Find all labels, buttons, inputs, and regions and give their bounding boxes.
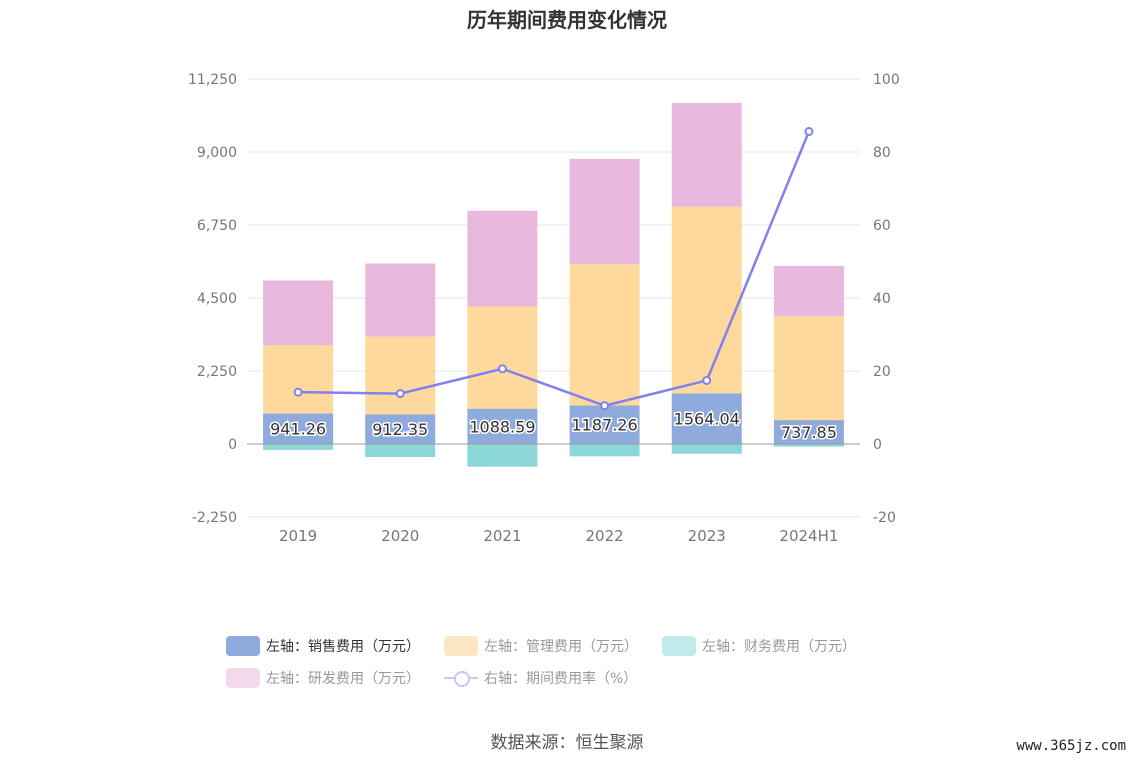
legend-item-ratio[interactable]: 右轴：期间费用率（%）	[444, 668, 637, 688]
bar-segment-sales	[263, 413, 334, 444]
chart-title: 历年期间费用变化情况	[467, 8, 667, 32]
bar-segment-admin	[365, 336, 436, 415]
legend-label-admin: 左轴：管理费用（万元）	[484, 639, 638, 655]
data-label-sales: 1088.59	[469, 417, 535, 436]
data-source: 数据来源：恒生聚源	[490, 733, 644, 753]
bar-segment-finance	[467, 444, 538, 467]
y-right-tick-label: 20	[873, 364, 891, 380]
bar-segment-finance	[569, 444, 640, 457]
bar-segment-admin	[467, 306, 538, 409]
data-label-sales: 1187.26	[571, 416, 637, 435]
bar-segment-rd	[569, 158, 640, 265]
y-right-tick-label: 0	[873, 437, 882, 453]
x-tick-label: 2021	[483, 527, 521, 545]
ratio-point	[395, 389, 405, 399]
y-left-tick-label: -2,250	[192, 510, 237, 526]
y-left-tick-label: 2,250	[197, 364, 237, 380]
data-label-sales: 1564.04	[674, 410, 740, 429]
legend-swatch-rd	[226, 668, 260, 688]
ratio-point	[804, 127, 814, 137]
data-label-sales: 941.26	[270, 420, 326, 439]
ratio-line	[298, 131, 811, 407]
bar-segment-rd	[671, 102, 742, 207]
bar-segment-admin	[263, 345, 334, 414]
x-tick-label: 2019	[279, 527, 317, 545]
y-right-tick-label: 80	[873, 145, 891, 161]
bar-segment-sales	[569, 405, 640, 444]
bar-segment-sales	[671, 393, 742, 444]
legend-item-sales[interactable]: 左轴：销售费用（万元）	[226, 636, 420, 656]
legend-swatch-sales	[226, 636, 260, 656]
y-left-tick-label: 9,000	[197, 145, 237, 161]
bar-segment-rd	[263, 280, 334, 346]
y-right-tick-label: 100	[873, 72, 900, 88]
y-right-tick-label: 60	[873, 218, 891, 234]
bar-segment-admin	[671, 206, 742, 394]
y-right-tick-label: 40	[873, 291, 891, 307]
legend-label-rd: 左轴：研发费用（万元）	[266, 671, 420, 687]
bar-segment-rd	[467, 210, 538, 307]
legend-item-admin[interactable]: 左轴：管理费用（万元）	[444, 636, 638, 656]
bar-segment-sales	[467, 408, 538, 444]
bar-segment-sales	[365, 414, 436, 444]
x-tick-label: 2022	[585, 527, 623, 545]
legend-item-rd[interactable]: 左轴：研发费用（万元）	[226, 668, 420, 688]
data-label-sales: 737.85	[781, 423, 837, 442]
ratio-point	[497, 364, 507, 374]
watermark: www.365jz.com	[1016, 738, 1126, 754]
bar-segment-finance	[773, 444, 844, 447]
bar-segment-rd	[365, 263, 436, 337]
legend-item-finance[interactable]: 左轴：财务费用（万元）	[662, 636, 856, 656]
chart-area: -2,250 0 2,250 4,500 6,750 9,000 11,250 -20 0 20 4…	[188, 72, 900, 545]
ratio-point	[702, 375, 712, 385]
x-tick-label: 2023	[688, 527, 726, 545]
ratio-point	[600, 401, 610, 411]
bar-segment-admin	[569, 264, 640, 406]
y-left-tick-label: 0	[228, 437, 237, 453]
x-tick-label: 2024H1	[779, 527, 838, 545]
bar-segment-rd	[773, 265, 844, 317]
legend-label-sales: 左轴：销售费用（万元）	[266, 639, 420, 655]
legend-label-finance: 左轴：财务费用（万元）	[702, 639, 856, 655]
bar-segment-finance	[671, 444, 742, 454]
y-left-tick-label: 4,500	[197, 291, 237, 307]
legend-swatch-finance	[662, 636, 696, 656]
legend: 左轴：销售费用（万元） 左轴：管理费用（万元） 左轴：财务费用（万元） 左轴：研…	[226, 630, 926, 694]
data-label-sales: 912.35	[372, 420, 428, 439]
bar-segment-sales	[773, 420, 844, 444]
x-tick-label: 2020	[381, 527, 419, 545]
bar-segment-admin	[773, 316, 844, 421]
y-left-tick-label: 11,250	[188, 72, 237, 88]
y-left-tick-label: 6,750	[197, 218, 237, 234]
legend-swatch-admin	[444, 636, 478, 656]
bar-segment-finance	[365, 444, 436, 457]
ratio-point	[293, 387, 303, 397]
bar-segment-finance	[263, 444, 334, 450]
legend-label-ratio: 右轴：期间费用率（%）	[484, 671, 638, 687]
y-right-tick-label: -20	[873, 510, 896, 526]
legend-swatch-ratio	[444, 668, 478, 688]
